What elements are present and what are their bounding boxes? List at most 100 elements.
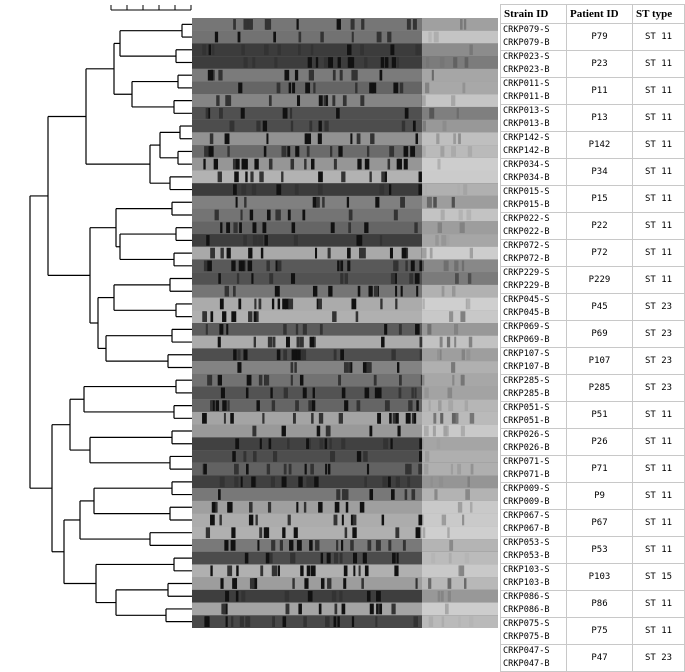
gel-band (231, 260, 236, 272)
gel-band (453, 57, 458, 68)
gel-band (295, 324, 299, 335)
gel-band (260, 565, 264, 577)
patient-id-cell: P51 (566, 401, 633, 429)
strain-table: Strain ID Patient ID ST type CRKP079-S CR… (500, 4, 685, 672)
gel-band (410, 260, 415, 272)
strain-id-cell: CRKP009-S CRKP009-B (500, 482, 567, 510)
gel-band (227, 400, 230, 411)
gel-band (371, 82, 377, 94)
strain-id: CRKP285-B (503, 389, 550, 399)
st-type-cell: ST 11 (632, 617, 685, 645)
gel-band (308, 69, 314, 81)
strain-id: CRKP079-S (503, 25, 550, 35)
gel-band (350, 540, 354, 551)
table-row: CRKP103-S CRKP103-B P103 ST 15 (500, 563, 685, 591)
gel-band (390, 438, 393, 450)
gel-band (258, 298, 262, 310)
gel-band (298, 44, 301, 56)
gel-band (217, 171, 222, 183)
patient-id-cell: P9 (566, 482, 633, 510)
gel-band (366, 146, 370, 157)
gel-band (309, 120, 313, 132)
gel-band (344, 273, 349, 284)
gel-band (362, 362, 367, 373)
gel-band (291, 222, 296, 234)
gel-band (219, 514, 222, 526)
table-row: CRKP022-S CRKP022-B P22 ST 11 (500, 212, 685, 240)
st-type-cell: ST 11 (632, 239, 685, 267)
gel-band (260, 247, 264, 259)
gel-band (256, 311, 259, 322)
gel-band (241, 158, 247, 170)
st-type-cell: ST 11 (632, 536, 685, 564)
gel-band (279, 540, 283, 551)
patient-id-cell: P142 (566, 131, 633, 159)
gel-band (202, 412, 207, 424)
gel-band (429, 107, 435, 119)
gel-band (396, 57, 400, 68)
gel-band (266, 133, 269, 145)
strain-id-cell: CRKP229-S CRKP229-B (500, 266, 567, 294)
gel-band (284, 69, 290, 81)
gel-band (215, 400, 220, 411)
strain-id: CRKP071-S (503, 457, 550, 467)
gel-band (233, 349, 237, 361)
strain-id-cell: CRKP015-S CRKP015-B (500, 185, 567, 213)
gel-band (210, 247, 215, 259)
gel-band (320, 31, 324, 43)
gel-band (399, 374, 402, 386)
table-row: CRKP011-S CRKP011-B P11 ST 11 (500, 77, 685, 105)
gel-band (452, 374, 455, 386)
gel-band (251, 184, 257, 195)
gel-band (419, 451, 423, 462)
gel-band (244, 196, 247, 208)
gel-band (318, 298, 322, 310)
gel-band (325, 95, 328, 106)
gel-band (209, 146, 214, 157)
gel-lane (192, 615, 498, 628)
gel-band (262, 412, 265, 424)
gel-band (368, 285, 373, 297)
strain-id-cell: CRKP107-S CRKP107-B (500, 347, 567, 375)
gel-band (416, 527, 421, 539)
gel-band (317, 133, 322, 145)
strain-id: CRKP285-S (503, 376, 550, 386)
patient-id-cell: P72 (566, 239, 633, 267)
gel-band (396, 552, 399, 564)
gel-band (306, 565, 311, 577)
gel-band (350, 362, 353, 373)
gel-lane (192, 221, 498, 235)
gel-band (455, 273, 459, 284)
gel-band (426, 196, 432, 208)
gel-band (403, 158, 408, 170)
gel-band (327, 578, 332, 589)
gel-band (363, 552, 367, 564)
gel-band (272, 565, 278, 577)
gel-band (266, 260, 270, 272)
gel-band (388, 184, 392, 195)
st-type-cell: ST 11 (632, 104, 685, 132)
gel-band (385, 57, 389, 68)
gel-band (340, 540, 344, 551)
patient-id-cell: P15 (566, 185, 633, 213)
patient-id-cell: P69 (566, 320, 633, 348)
gel-band (338, 412, 343, 424)
gel-band (379, 69, 383, 81)
gel-band (428, 578, 432, 589)
gel-band (252, 235, 258, 246)
gel-band (243, 451, 247, 462)
gel-band (271, 565, 275, 577)
gel-band (226, 324, 229, 335)
gel-band (369, 425, 373, 437)
gel-band (391, 603, 396, 615)
gel-band (405, 247, 409, 259)
gel-band (265, 552, 270, 564)
gel-band (302, 324, 307, 335)
gel-band (395, 476, 400, 488)
gel-band (327, 463, 331, 475)
gel-band (406, 19, 411, 30)
gel-band (204, 616, 209, 627)
strain-id: CRKP067-S (503, 511, 550, 521)
table-row: CRKP045-S CRKP045-B P45 ST 23 (500, 293, 685, 321)
gel-band (293, 235, 298, 246)
